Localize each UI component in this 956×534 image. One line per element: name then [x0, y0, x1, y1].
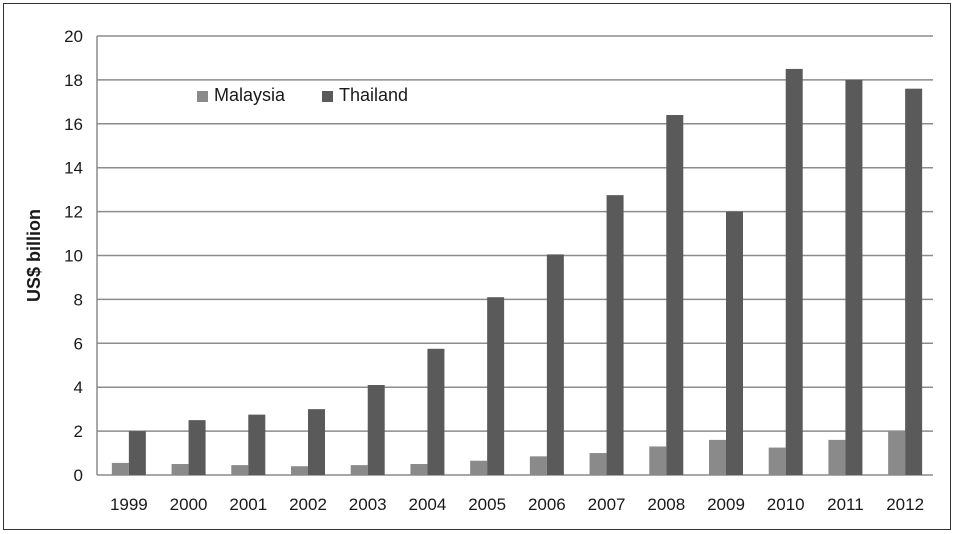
- y-tick-label: 4: [74, 378, 83, 397]
- x-tick-label: 2006: [528, 495, 566, 514]
- x-tick-label: 2010: [767, 495, 805, 514]
- y-tick-label: 6: [74, 334, 83, 353]
- x-tick-label: 2008: [647, 495, 685, 514]
- bar-malaysia-2009: [709, 439, 726, 475]
- y-axis-title: US$ billion: [24, 209, 44, 302]
- bar-malaysia-2010: [768, 447, 786, 475]
- bar-malaysia-1999: [111, 462, 129, 475]
- legend-swatch-malaysia: [197, 91, 208, 102]
- x-tick-label: 2007: [588, 495, 626, 514]
- x-tick-label: 2009: [707, 495, 745, 514]
- legend: Malaysia Thailand: [197, 85, 408, 105]
- legend-label-malaysia: Malaysia: [214, 85, 286, 105]
- x-tick-label: 2000: [170, 495, 208, 514]
- y-tick-label: 18: [64, 71, 83, 90]
- bar-thailand-2006: [546, 254, 564, 475]
- bar-thailand-1999: [128, 431, 146, 475]
- x-tick-label: 2012: [886, 495, 924, 514]
- bar-malaysia-2004: [410, 464, 428, 475]
- bar-malaysia-2001: [231, 465, 249, 475]
- x-tick-label: 1999: [110, 495, 148, 514]
- x-tick-label: 2011: [827, 495, 864, 514]
- bar-malaysia-2003: [350, 465, 368, 475]
- y-tick-label: 2: [74, 422, 83, 441]
- x-tick-label: 2005: [468, 495, 506, 514]
- bar-thailand-2009: [726, 211, 743, 475]
- y-tick-label: 12: [64, 203, 83, 222]
- y-tick-label: 20: [64, 27, 83, 46]
- bar-malaysia-2011: [828, 439, 846, 475]
- bar-thailand-2005: [487, 297, 505, 475]
- y-tick-label: 16: [64, 115, 83, 134]
- bar-thailand-2007: [606, 195, 624, 475]
- bar-malaysia-2006: [529, 456, 547, 475]
- bar-thailand-2010: [785, 68, 803, 476]
- bar-thailand-2008: [666, 115, 684, 476]
- bar-malaysia-2002: [291, 466, 308, 475]
- bar-malaysia-2012: [888, 431, 906, 475]
- x-tick-label: 2002: [289, 495, 327, 514]
- bars: [111, 68, 923, 476]
- legend-swatch-thailand: [322, 91, 333, 102]
- legend-label-thailand: Thailand: [339, 85, 408, 105]
- y-tick-label: 8: [74, 290, 83, 309]
- x-axis-ticks: 1999 2000 2001 2002 2003 2004 2005 2006 2007 2008…: [110, 495, 924, 514]
- x-tick-label: 2003: [349, 495, 387, 514]
- bar-thailand-2004: [427, 348, 445, 475]
- bar-thailand-2012: [905, 88, 923, 476]
- x-tick-label: 2004: [409, 495, 447, 514]
- bar-malaysia-2007: [589, 453, 607, 475]
- bar-thailand-2001: [248, 414, 266, 475]
- bar-thailand-2011: [845, 79, 863, 476]
- y-axis-ticks: 0 2 4 6 8 10 12 14 16 18 20: [64, 27, 83, 485]
- y-tick-label: 10: [64, 247, 83, 266]
- bar-thailand-2002: [308, 409, 325, 475]
- y-tick-label: 0: [74, 466, 83, 485]
- bar-malaysia-2005: [470, 460, 488, 475]
- bar-malaysia-2000: [171, 464, 189, 475]
- bar-thailand-2000: [188, 420, 206, 475]
- x-tick-label: 2001: [229, 495, 267, 514]
- bar-thailand-2003: [367, 385, 385, 475]
- bar-malaysia-2008: [649, 446, 667, 475]
- y-tick-label: 14: [64, 159, 83, 178]
